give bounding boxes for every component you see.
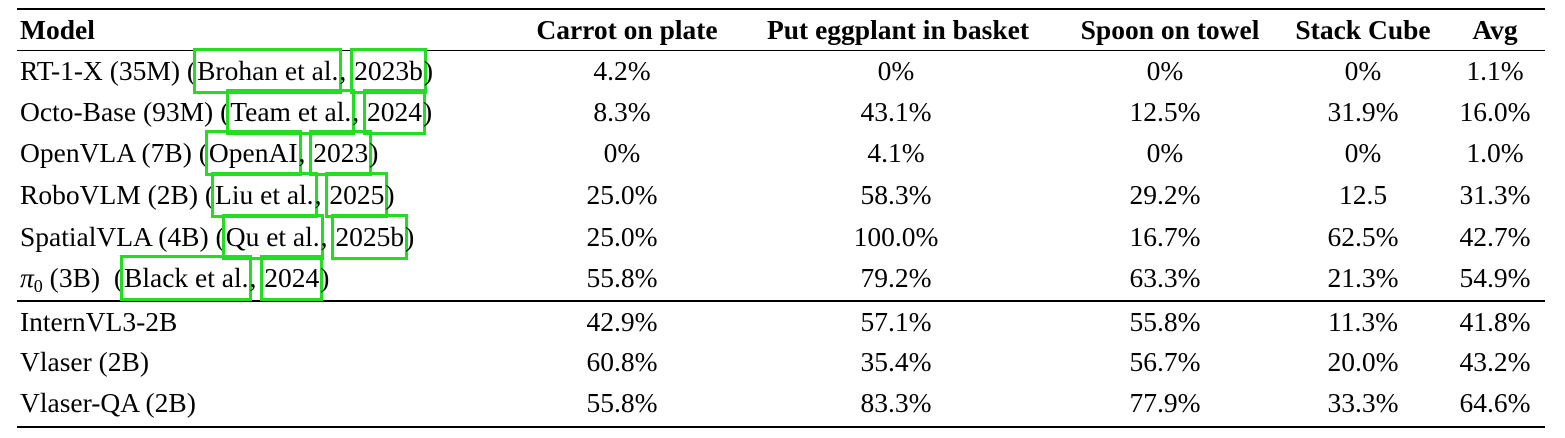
model-name: InternVL3-2B (20, 306, 178, 337)
header-carrot-on-plate: Carrot on plate (536, 14, 718, 45)
citation-year-link[interactable]: 2025 (325, 172, 389, 218)
model-label: Octo-Base (93M) (20, 96, 214, 127)
cell-stack-cube: 12.5 (1338, 179, 1388, 210)
cell-avg: 1.0% (1466, 137, 1524, 168)
header-spoon-on-towel: Spoon on towel (1080, 14, 1260, 45)
group-rule (17, 300, 1545, 302)
header-put-eggplant-in-basket: Put eggplant in basket (766, 14, 1030, 45)
cell-put-eggplant-in-basket: 43.1% (860, 96, 932, 127)
cell-avg: 42.7% (1459, 221, 1531, 252)
cell-avg: 1.1% (1466, 55, 1524, 86)
model-size: (3B) (42, 262, 101, 293)
cell-spoon-on-towel: 55.8% (1129, 306, 1201, 337)
cell-spoon-on-towel: 63.3% (1129, 262, 1201, 293)
citation-author-link[interactable]: Brohan et al. (193, 48, 343, 94)
cell-stack-cube: 0% (1344, 55, 1382, 86)
top-rule (17, 8, 1545, 10)
cell-put-eggplant-in-basket: 57.1% (860, 306, 932, 337)
cell-avg: 16.0% (1459, 96, 1531, 127)
model-name: RoboVLM (2B) (Liu et al., 2025) (20, 172, 394, 218)
cell-carrot-on-plate: 25.0% (586, 179, 658, 210)
cell-avg: 41.8% (1459, 306, 1531, 337)
cell-spoon-on-towel: 0% (1146, 137, 1184, 168)
cell-avg: 31.3% (1459, 179, 1531, 210)
model-name: Vlaser (2B) (20, 346, 150, 377)
cell-put-eggplant-in-basket: 35.4% (860, 346, 932, 377)
cell-carrot-on-plate: 55.8% (586, 387, 658, 418)
cell-spoon-on-towel: 56.7% (1129, 346, 1201, 377)
cell-carrot-on-plate: 60.8% (586, 346, 658, 377)
model-name: RT-1-X (35M) (Brohan et al., 2023b) (20, 48, 433, 94)
citation-author-link[interactable]: Qu et al. (221, 214, 324, 260)
cell-spoon-on-towel: 77.9% (1129, 387, 1201, 418)
cell-spoon-on-towel: 0% (1146, 55, 1184, 86)
cell-stack-cube: 11.3% (1327, 306, 1399, 337)
cell-avg: 43.2% (1459, 346, 1531, 377)
cell-carrot-on-plate: 42.9% (586, 306, 658, 337)
model-label: OpenVLA (7B) (20, 137, 192, 168)
cell-carrot-on-plate: 0% (603, 137, 641, 168)
citation-year-link[interactable]: 2025b (331, 214, 409, 260)
citation-year-link[interactable]: 2023b (350, 48, 427, 94)
model-name: Vlaser-QA (2B) (20, 387, 196, 418)
model-label: SpatialVLA (4B) (20, 221, 209, 252)
cell-stack-cube: 33.3% (1327, 387, 1399, 418)
model-subscript: 0 (33, 276, 43, 296)
model-name: π0 (3B) (Black et al., 2024) (20, 255, 329, 301)
cell-put-eggplant-in-basket: 100.0% (853, 221, 939, 252)
citation-author-link[interactable]: Liu et al. (211, 172, 318, 218)
cell-spoon-on-towel: 16.7% (1129, 221, 1201, 252)
model-label: RT-1-X (35M) (20, 55, 181, 86)
cell-spoon-on-towel: 29.2% (1129, 179, 1201, 210)
cell-spoon-on-towel: 12.5% (1129, 96, 1201, 127)
citation-author-link[interactable]: Black et al. (119, 255, 253, 301)
citation-year-link[interactable]: 2023 (309, 130, 373, 176)
cell-stack-cube: 21.3% (1327, 262, 1399, 293)
cell-put-eggplant-in-basket: 4.1% (867, 137, 925, 168)
cell-put-eggplant-in-basket: 83.3% (860, 387, 932, 418)
header-rule (17, 50, 1545, 51)
bottom-rule (17, 426, 1545, 428)
header-model: Model (20, 14, 95, 45)
cell-stack-cube: 0% (1344, 137, 1382, 168)
model-name: SpatialVLA (4B) (Qu et al., 2025b) (20, 214, 414, 260)
header-stack-cube: Stack Cube (1295, 14, 1431, 45)
citation-author-link[interactable]: OpenAI (204, 130, 302, 176)
citation-year-link[interactable]: 2024 (363, 89, 427, 135)
model-symbol: π (20, 262, 34, 293)
model-name: Octo-Base (93M) (Team et al., 2024) (20, 89, 432, 135)
header-avg: Avg (1472, 14, 1518, 45)
cell-carrot-on-plate: 55.8% (586, 262, 658, 293)
cell-carrot-on-plate: 8.3% (593, 96, 651, 127)
model-label: π0 (3B) (20, 262, 101, 296)
model-name: OpenVLA (7B) (OpenAI, 2023) (20, 130, 378, 176)
citation-author-link[interactable]: Team et al. (226, 89, 356, 135)
cell-put-eggplant-in-basket: 0% (877, 55, 915, 86)
cell-carrot-on-plate: 25.0% (586, 221, 658, 252)
cell-avg: 54.9% (1459, 262, 1531, 293)
model-label: RoboVLM (2B) (20, 179, 198, 210)
cell-put-eggplant-in-basket: 79.2% (860, 262, 932, 293)
cell-avg: 64.6% (1459, 387, 1531, 418)
cell-stack-cube: 62.5% (1327, 221, 1399, 252)
cell-carrot-on-plate: 4.2% (593, 55, 651, 86)
citation-year-link[interactable]: 2024 (260, 255, 324, 301)
cell-stack-cube: 31.9% (1327, 96, 1399, 127)
cell-put-eggplant-in-basket: 58.3% (860, 179, 932, 210)
cell-stack-cube: 20.0% (1327, 346, 1399, 377)
